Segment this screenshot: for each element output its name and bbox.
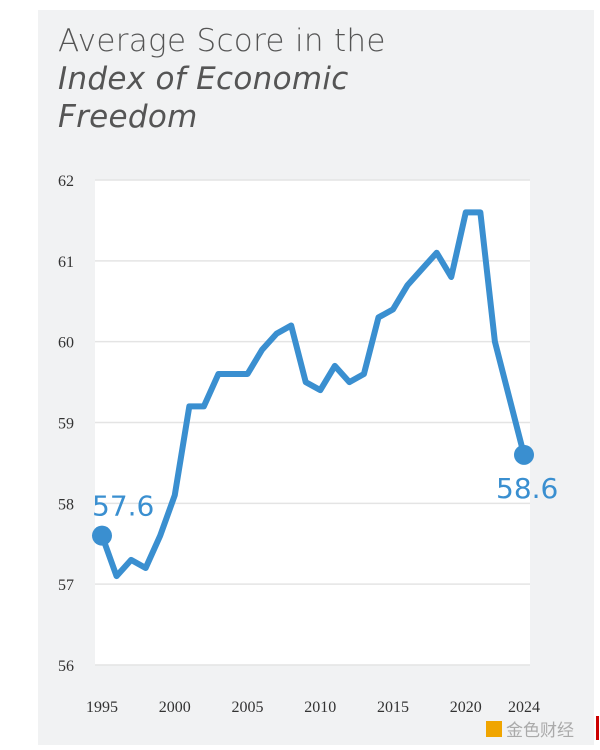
title-line-3: Freedom xyxy=(58,99,198,135)
x-tick-label: 2024 xyxy=(508,699,540,716)
x-tick-label: 2015 xyxy=(377,699,409,716)
title-line-2: Index of Economic xyxy=(58,61,349,97)
y-tick-label: 60 xyxy=(58,335,74,352)
end-value-label: 58.6 xyxy=(496,472,558,505)
watermark-logo-icon xyxy=(486,720,502,737)
start-value-label: 57.6 xyxy=(92,490,154,523)
x-tick-label: 2010 xyxy=(304,699,336,716)
title-line-1: Average Score in the xyxy=(58,23,386,59)
series-line xyxy=(99,209,527,580)
watermark: 金色财经 xyxy=(486,716,574,741)
y-tick-label: 61 xyxy=(58,254,74,271)
y-tick-label: 57 xyxy=(58,577,74,594)
watermark-text: 金色财经 xyxy=(506,721,574,740)
x-tick-label: 2020 xyxy=(450,699,482,716)
edge-bar xyxy=(596,716,599,740)
data-point xyxy=(92,525,112,546)
x-tick-label: 1995 xyxy=(86,699,118,716)
y-tick-label: 58 xyxy=(58,496,74,513)
y-tick-label: 59 xyxy=(58,416,74,433)
y-tick-label: 56 xyxy=(58,658,74,675)
data-point xyxy=(514,444,534,465)
y-tick-label: 62 xyxy=(58,173,74,190)
chart-title: Average Score in the Index of Economic F… xyxy=(58,22,386,136)
x-tick-label: 2000 xyxy=(159,699,191,716)
x-tick-label: 2005 xyxy=(232,699,264,716)
